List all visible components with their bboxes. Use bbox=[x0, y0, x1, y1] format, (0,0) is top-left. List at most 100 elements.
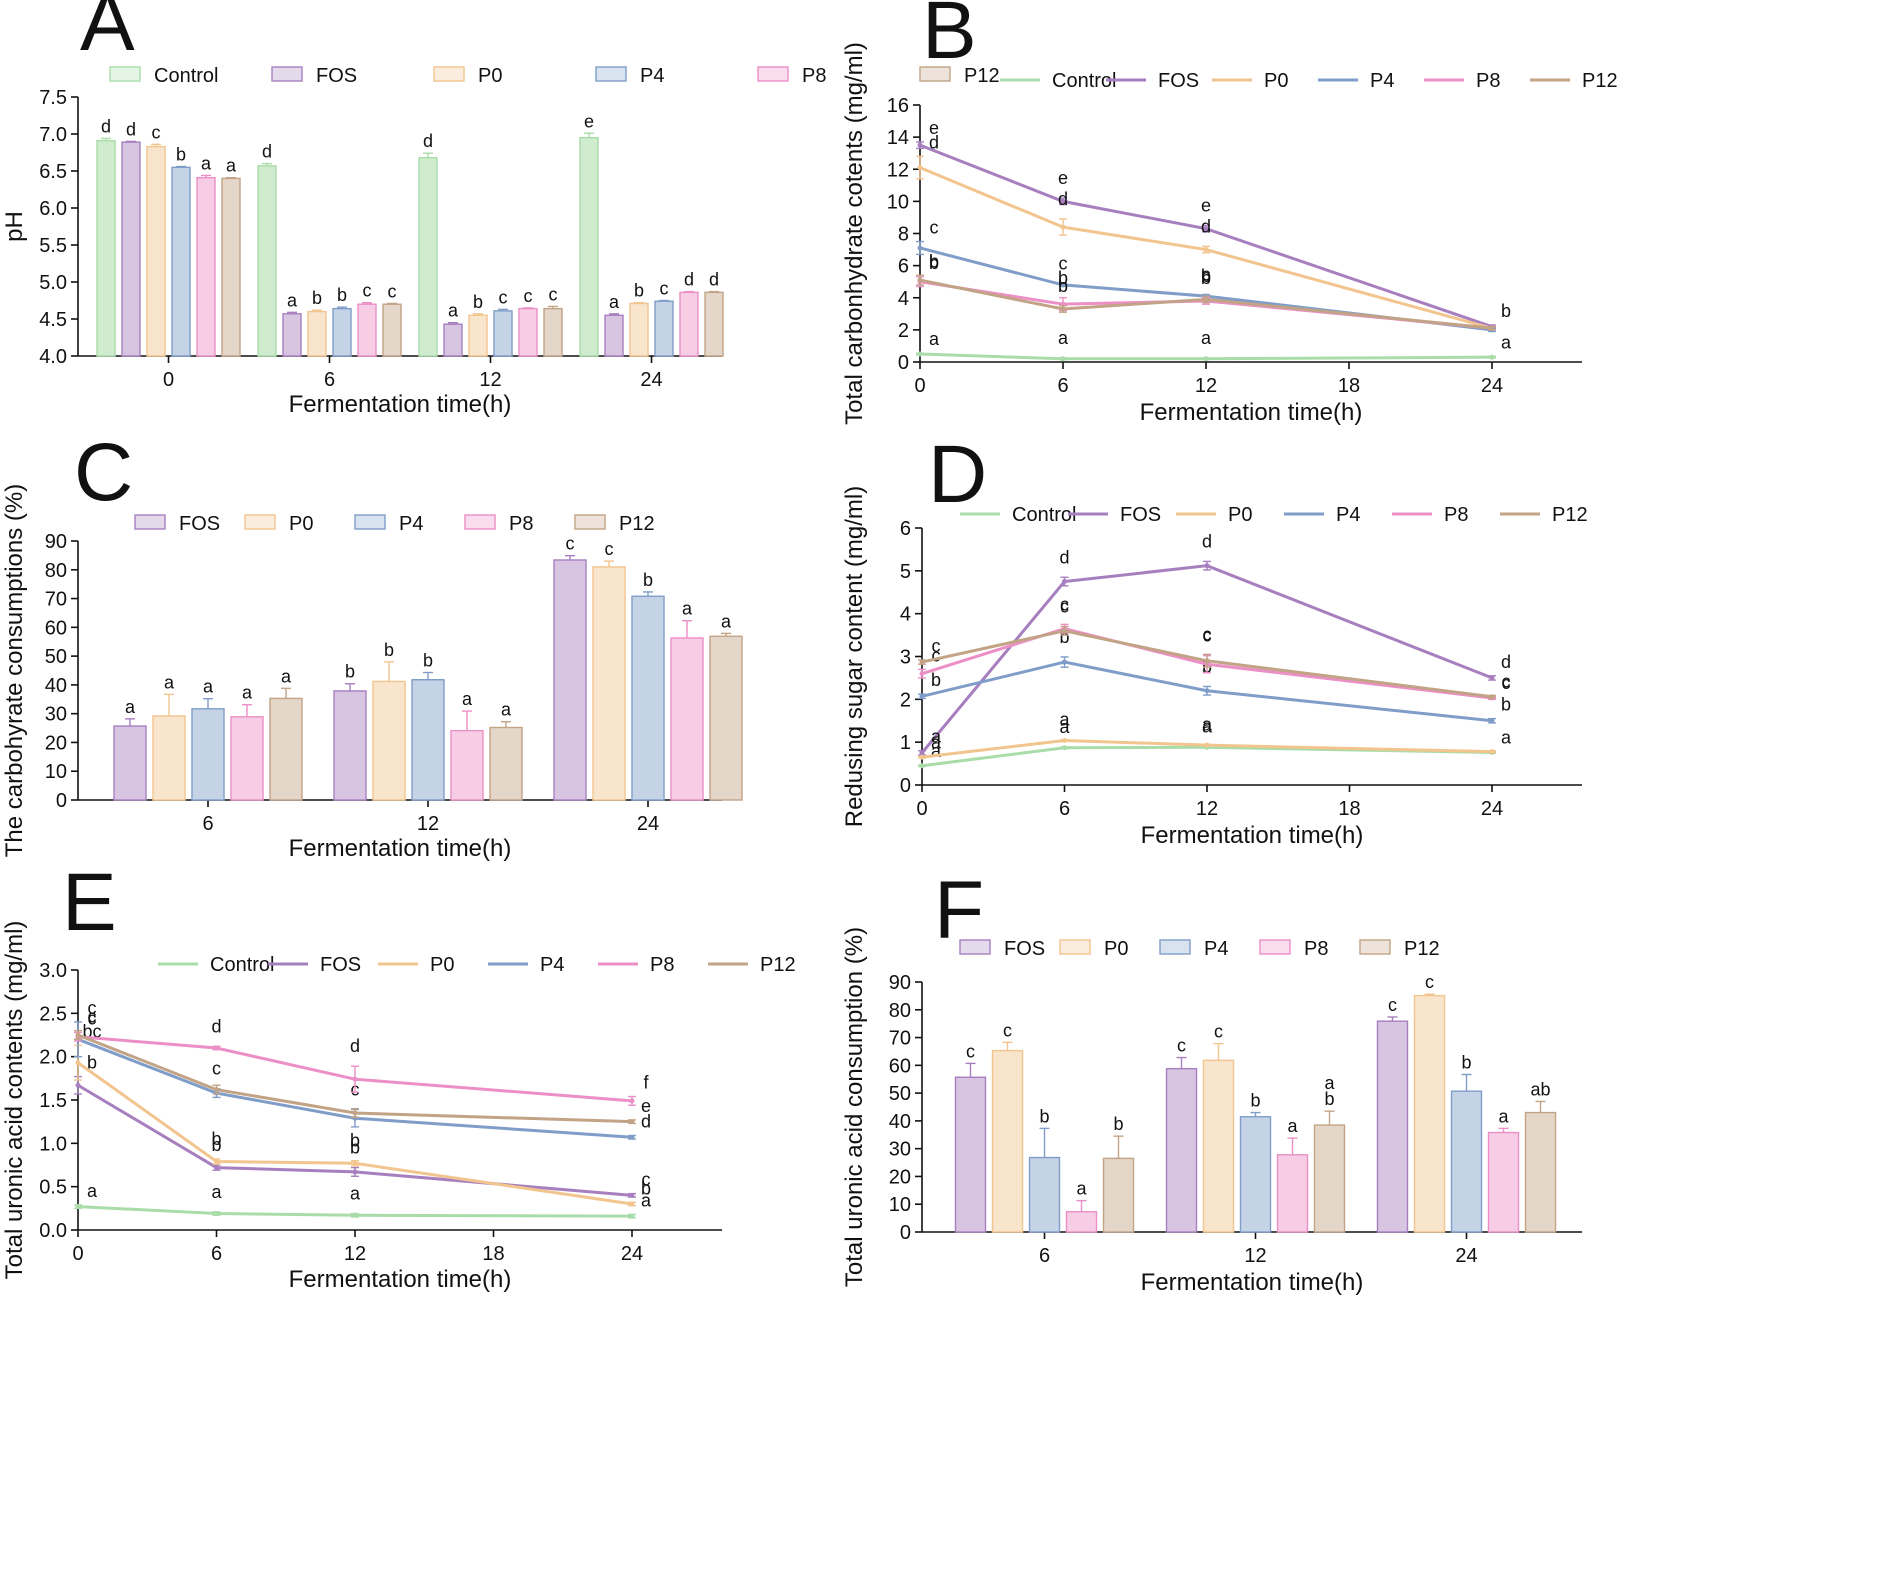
y-tick-label: 6 bbox=[900, 518, 911, 540]
y-tick-label: 4.0 bbox=[39, 346, 67, 368]
data-point bbox=[214, 1087, 219, 1093]
bar-p0 bbox=[307, 310, 327, 357]
y-tick-label: 70 bbox=[889, 1028, 911, 1050]
bar-fos bbox=[604, 314, 624, 357]
significance-letter: c bbox=[1060, 597, 1069, 617]
bar-p12 bbox=[269, 697, 303, 801]
x-tick-label: 24 bbox=[1481, 798, 1503, 820]
legend-swatch-p4 bbox=[1159, 939, 1191, 955]
significance-letter: b bbox=[473, 292, 483, 312]
data-point bbox=[1060, 198, 1066, 204]
x-tick-label: 6 bbox=[202, 813, 213, 835]
data-point bbox=[629, 1119, 635, 1125]
y-tick-label: 14 bbox=[887, 127, 909, 149]
y-tick-label: 0 bbox=[900, 1222, 911, 1244]
y-tick-label: 80 bbox=[45, 560, 67, 582]
legend-label-control: Control bbox=[210, 954, 274, 976]
data-point bbox=[1489, 694, 1495, 700]
x-axis-title: Fermentation time(h) bbox=[1141, 1269, 1364, 1296]
data-point bbox=[352, 1076, 358, 1082]
data-point bbox=[1062, 737, 1067, 743]
bar-fos bbox=[333, 690, 367, 801]
bar-p4 bbox=[654, 300, 674, 357]
legend-label-control: Control bbox=[154, 65, 218, 87]
legend-label-p12: P12 bbox=[619, 513, 655, 535]
significance-letter: b bbox=[337, 285, 347, 305]
significance-letter: a bbox=[350, 1184, 361, 1204]
significance-letter: c bbox=[605, 539, 614, 559]
significance-letter: b bbox=[1058, 276, 1068, 296]
significance-letter: d bbox=[1058, 189, 1068, 209]
significance-letter: a bbox=[641, 1190, 652, 1210]
data-point bbox=[919, 659, 925, 665]
y-tick-label: 5 bbox=[900, 561, 911, 583]
x-axis-title: Fermentation time(h) bbox=[1141, 822, 1364, 849]
bar-control bbox=[96, 139, 116, 357]
y-tick-label: 6 bbox=[898, 256, 909, 278]
significance-letter: a bbox=[242, 683, 253, 703]
significance-letter: a bbox=[931, 727, 942, 747]
y-tick-label: 60 bbox=[45, 617, 67, 639]
y-tick-label: 20 bbox=[889, 1166, 911, 1188]
data-point bbox=[1203, 226, 1209, 232]
x-tick-label: 6 bbox=[324, 369, 335, 391]
legend-label-p12: P12 bbox=[1552, 504, 1588, 526]
bar-p8 bbox=[450, 729, 484, 801]
significance-letter: e bbox=[641, 1096, 651, 1116]
data-point bbox=[1204, 742, 1210, 748]
legend-label-p8: P8 bbox=[509, 513, 533, 535]
significance-letter: c bbox=[1502, 673, 1511, 693]
bar-p0 bbox=[629, 302, 649, 357]
significance-letter: d bbox=[929, 132, 939, 152]
significance-letter: b bbox=[1461, 1053, 1471, 1073]
bar-fos bbox=[1376, 1020, 1409, 1233]
y-tick-label: 6.0 bbox=[39, 198, 67, 220]
legend-swatch-p12 bbox=[1359, 939, 1391, 955]
significance-letter: a bbox=[1202, 716, 1213, 736]
data-point bbox=[75, 1204, 81, 1210]
legend-label-p8: P8 bbox=[650, 954, 674, 976]
significance-letter: b bbox=[641, 1178, 651, 1198]
legend-label-fos: FOS bbox=[1004, 938, 1045, 960]
significance-letter: a bbox=[1202, 714, 1213, 734]
y-axis-title: pH bbox=[1, 211, 28, 242]
significance-letter: c bbox=[499, 287, 508, 307]
bar-p0 bbox=[152, 715, 186, 801]
bar-p0 bbox=[146, 145, 166, 357]
significance-letter: c bbox=[88, 998, 97, 1018]
legend-label-control: Control bbox=[1012, 504, 1076, 526]
y-tick-label: 1.0 bbox=[39, 1133, 67, 1155]
data-point bbox=[214, 1165, 219, 1171]
legend-label-p4: P4 bbox=[399, 513, 423, 535]
significance-letter: c bbox=[152, 122, 161, 142]
significance-letter: a bbox=[1324, 1073, 1335, 1093]
bar-p12 bbox=[543, 307, 563, 357]
legend-swatch-p4 bbox=[354, 514, 386, 530]
data-point bbox=[919, 693, 925, 699]
data-point bbox=[629, 1192, 635, 1198]
panel-c: 0 10 20 30 40 50 60 70 80 90 Fermentation time(h) T… bbox=[1, 427, 743, 862]
y-tick-label: 1.5 bbox=[39, 1090, 67, 1112]
series-line-p4 bbox=[77, 1037, 633, 1139]
data-point bbox=[917, 277, 923, 283]
data-point bbox=[1204, 688, 1210, 694]
data-point bbox=[75, 1082, 81, 1088]
x-tick-label: 6 bbox=[1059, 798, 1070, 820]
data-point bbox=[917, 245, 923, 251]
legend-swatch-p8 bbox=[757, 66, 789, 82]
x-tick-label: 24 bbox=[621, 1243, 643, 1265]
bar-p8 bbox=[518, 307, 538, 357]
significance-letter: c bbox=[1003, 1020, 1012, 1040]
bar-p8 bbox=[1276, 1154, 1309, 1233]
legend-label-p4: P4 bbox=[1204, 938, 1228, 960]
y-tick-label: 2 bbox=[898, 320, 909, 342]
significance-letter: a bbox=[609, 292, 620, 312]
significance-letter: b bbox=[1039, 1106, 1049, 1126]
bar-fos bbox=[553, 559, 587, 801]
y-tick-label: 2 bbox=[900, 689, 911, 711]
y-tick-label: 2.5 bbox=[39, 1003, 67, 1025]
significance-letter: b bbox=[1501, 301, 1511, 321]
panel-letter-c: C bbox=[74, 427, 133, 518]
data-point bbox=[352, 1212, 358, 1218]
